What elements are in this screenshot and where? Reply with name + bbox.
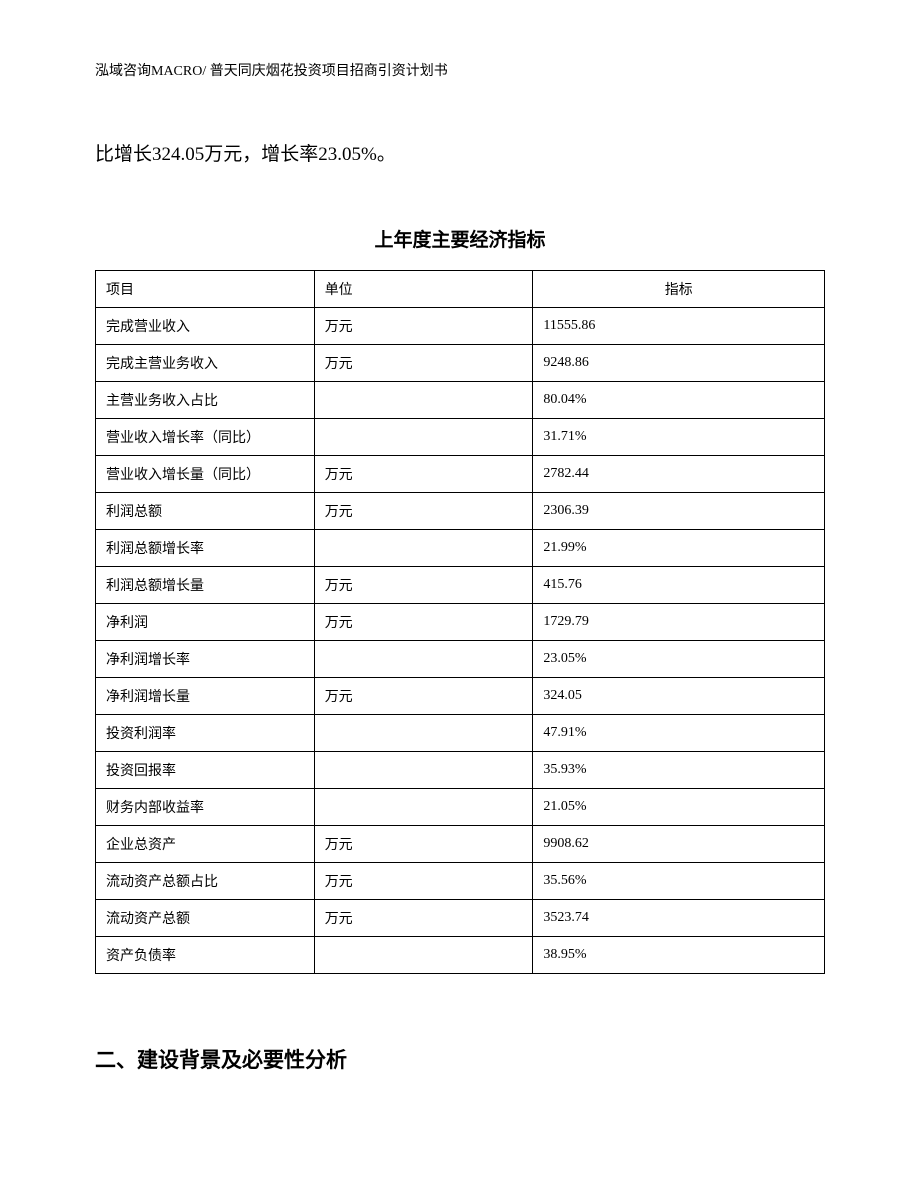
cell-value: 31.71% bbox=[533, 419, 825, 456]
column-header-unit: 单位 bbox=[314, 271, 533, 308]
table-row: 流动资产总额万元3523.74 bbox=[96, 900, 825, 937]
cell-item: 利润总额 bbox=[96, 493, 315, 530]
cell-value: 11555.86 bbox=[533, 308, 825, 345]
table-row: 净利润万元1729.79 bbox=[96, 604, 825, 641]
cell-value: 2782.44 bbox=[533, 456, 825, 493]
cell-item: 投资回报率 bbox=[96, 752, 315, 789]
cell-value: 3523.74 bbox=[533, 900, 825, 937]
table-row: 主营业务收入占比 80.04% bbox=[96, 382, 825, 419]
cell-item: 资产负债率 bbox=[96, 937, 315, 974]
table-row: 流动资产总额占比万元35.56% bbox=[96, 863, 825, 900]
cell-value: 35.93% bbox=[533, 752, 825, 789]
cell-item: 流动资产总额占比 bbox=[96, 863, 315, 900]
table-row: 利润总额增长量万元415.76 bbox=[96, 567, 825, 604]
table-row: 完成营业收入万元11555.86 bbox=[96, 308, 825, 345]
cell-value: 9248.86 bbox=[533, 345, 825, 382]
cell-item: 完成主营业务收入 bbox=[96, 345, 315, 382]
table-header-row: 项目 单位 指标 bbox=[96, 271, 825, 308]
table-row: 投资回报率 35.93% bbox=[96, 752, 825, 789]
cell-unit: 万元 bbox=[314, 900, 533, 937]
cell-item: 营业收入增长率（同比） bbox=[96, 419, 315, 456]
cell-item: 完成营业收入 bbox=[96, 308, 315, 345]
table-row: 利润总额万元2306.39 bbox=[96, 493, 825, 530]
table-row: 资产负债率 38.95% bbox=[96, 937, 825, 974]
cell-value: 9908.62 bbox=[533, 826, 825, 863]
cell-value: 21.99% bbox=[533, 530, 825, 567]
cell-unit bbox=[314, 419, 533, 456]
table-row: 营业收入增长率（同比） 31.71% bbox=[96, 419, 825, 456]
table-row: 财务内部收益率 21.05% bbox=[96, 789, 825, 826]
cell-value: 1729.79 bbox=[533, 604, 825, 641]
cell-unit: 万元 bbox=[314, 567, 533, 604]
cell-unit bbox=[314, 789, 533, 826]
cell-unit: 万元 bbox=[314, 456, 533, 493]
cell-unit: 万元 bbox=[314, 604, 533, 641]
cell-value: 35.56% bbox=[533, 863, 825, 900]
table-row: 完成主营业务收入万元9248.86 bbox=[96, 345, 825, 382]
cell-value: 23.05% bbox=[533, 641, 825, 678]
table-row: 利润总额增长率 21.99% bbox=[96, 530, 825, 567]
cell-value: 21.05% bbox=[533, 789, 825, 826]
cell-unit: 万元 bbox=[314, 678, 533, 715]
cell-item: 净利润增长率 bbox=[96, 641, 315, 678]
cell-value: 80.04% bbox=[533, 382, 825, 419]
cell-unit bbox=[314, 715, 533, 752]
cell-unit bbox=[314, 937, 533, 974]
page-header: 泓域咨询MACRO/ 普天同庆烟花投资项目招商引资计划书 bbox=[95, 60, 825, 80]
column-header-item: 项目 bbox=[96, 271, 315, 308]
body-paragraph: 比增长324.05万元，增长率23.05%。 bbox=[95, 140, 825, 170]
section-heading: 二、建设背景及必要性分析 bbox=[95, 1044, 825, 1074]
table-row: 投资利润率 47.91% bbox=[96, 715, 825, 752]
column-header-value: 指标 bbox=[533, 271, 825, 308]
cell-unit: 万元 bbox=[314, 863, 533, 900]
cell-unit: 万元 bbox=[314, 493, 533, 530]
cell-value: 47.91% bbox=[533, 715, 825, 752]
table-row: 营业收入增长量（同比）万元2782.44 bbox=[96, 456, 825, 493]
cell-unit bbox=[314, 641, 533, 678]
cell-item: 利润总额增长量 bbox=[96, 567, 315, 604]
table-body: 完成营业收入万元11555.86完成主营业务收入万元9248.86主营业务收入占… bbox=[96, 308, 825, 974]
cell-item: 主营业务收入占比 bbox=[96, 382, 315, 419]
table-row: 企业总资产万元9908.62 bbox=[96, 826, 825, 863]
cell-unit bbox=[314, 530, 533, 567]
cell-item: 净利润 bbox=[96, 604, 315, 641]
cell-item: 企业总资产 bbox=[96, 826, 315, 863]
cell-unit bbox=[314, 382, 533, 419]
table-row: 净利润增长率 23.05% bbox=[96, 641, 825, 678]
cell-value: 415.76 bbox=[533, 567, 825, 604]
economic-indicators-table: 项目 单位 指标 完成营业收入万元11555.86完成主营业务收入万元9248.… bbox=[95, 270, 825, 974]
cell-item: 投资利润率 bbox=[96, 715, 315, 752]
cell-value: 324.05 bbox=[533, 678, 825, 715]
cell-value: 2306.39 bbox=[533, 493, 825, 530]
cell-unit: 万元 bbox=[314, 345, 533, 382]
cell-unit: 万元 bbox=[314, 826, 533, 863]
cell-item: 财务内部收益率 bbox=[96, 789, 315, 826]
cell-value: 38.95% bbox=[533, 937, 825, 974]
cell-item: 利润总额增长率 bbox=[96, 530, 315, 567]
cell-unit: 万元 bbox=[314, 308, 533, 345]
cell-unit bbox=[314, 752, 533, 789]
cell-item: 净利润增长量 bbox=[96, 678, 315, 715]
cell-item: 营业收入增长量（同比） bbox=[96, 456, 315, 493]
table-title: 上年度主要经济指标 bbox=[95, 225, 825, 252]
cell-item: 流动资产总额 bbox=[96, 900, 315, 937]
table-row: 净利润增长量万元324.05 bbox=[96, 678, 825, 715]
